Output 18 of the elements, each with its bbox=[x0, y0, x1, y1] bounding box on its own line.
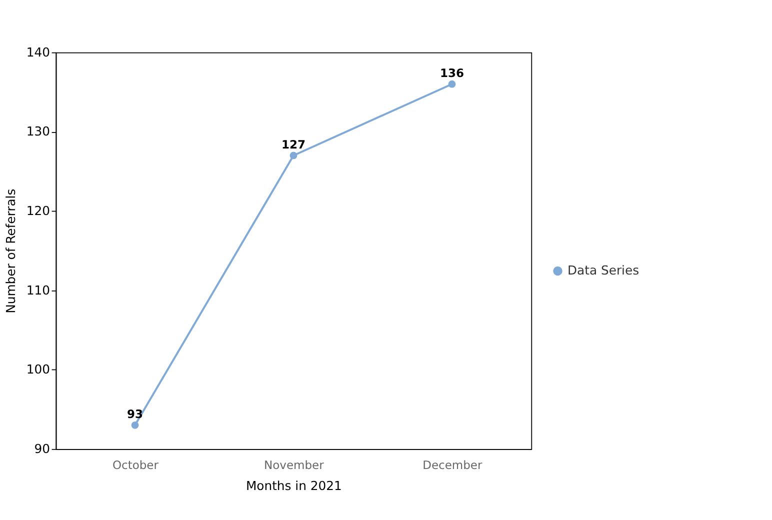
data-label: 93 bbox=[127, 407, 144, 422]
y-tick-label: 100 bbox=[26, 362, 50, 377]
y-axis-title: Number of Referrals bbox=[2, 188, 18, 314]
x-tick-label: November bbox=[264, 458, 324, 472]
point bbox=[448, 80, 456, 88]
y-tick-label: 130 bbox=[26, 124, 50, 139]
x-axis-title: Months in 2021 bbox=[246, 478, 342, 494]
x-tick-label: December bbox=[422, 458, 482, 472]
legend-label: Data Series bbox=[567, 262, 640, 278]
point bbox=[131, 421, 139, 429]
y-tick-label: 110 bbox=[26, 282, 50, 298]
x-tick-label: October bbox=[112, 458, 159, 472]
data-label: 127 bbox=[281, 137, 306, 152]
y-tick-label: 140 bbox=[26, 44, 50, 60]
y-tick-label: 90 bbox=[34, 440, 50, 456]
y-tick-label: 120 bbox=[26, 202, 50, 218]
point bbox=[290, 152, 298, 160]
data-label: 136 bbox=[440, 66, 464, 80]
